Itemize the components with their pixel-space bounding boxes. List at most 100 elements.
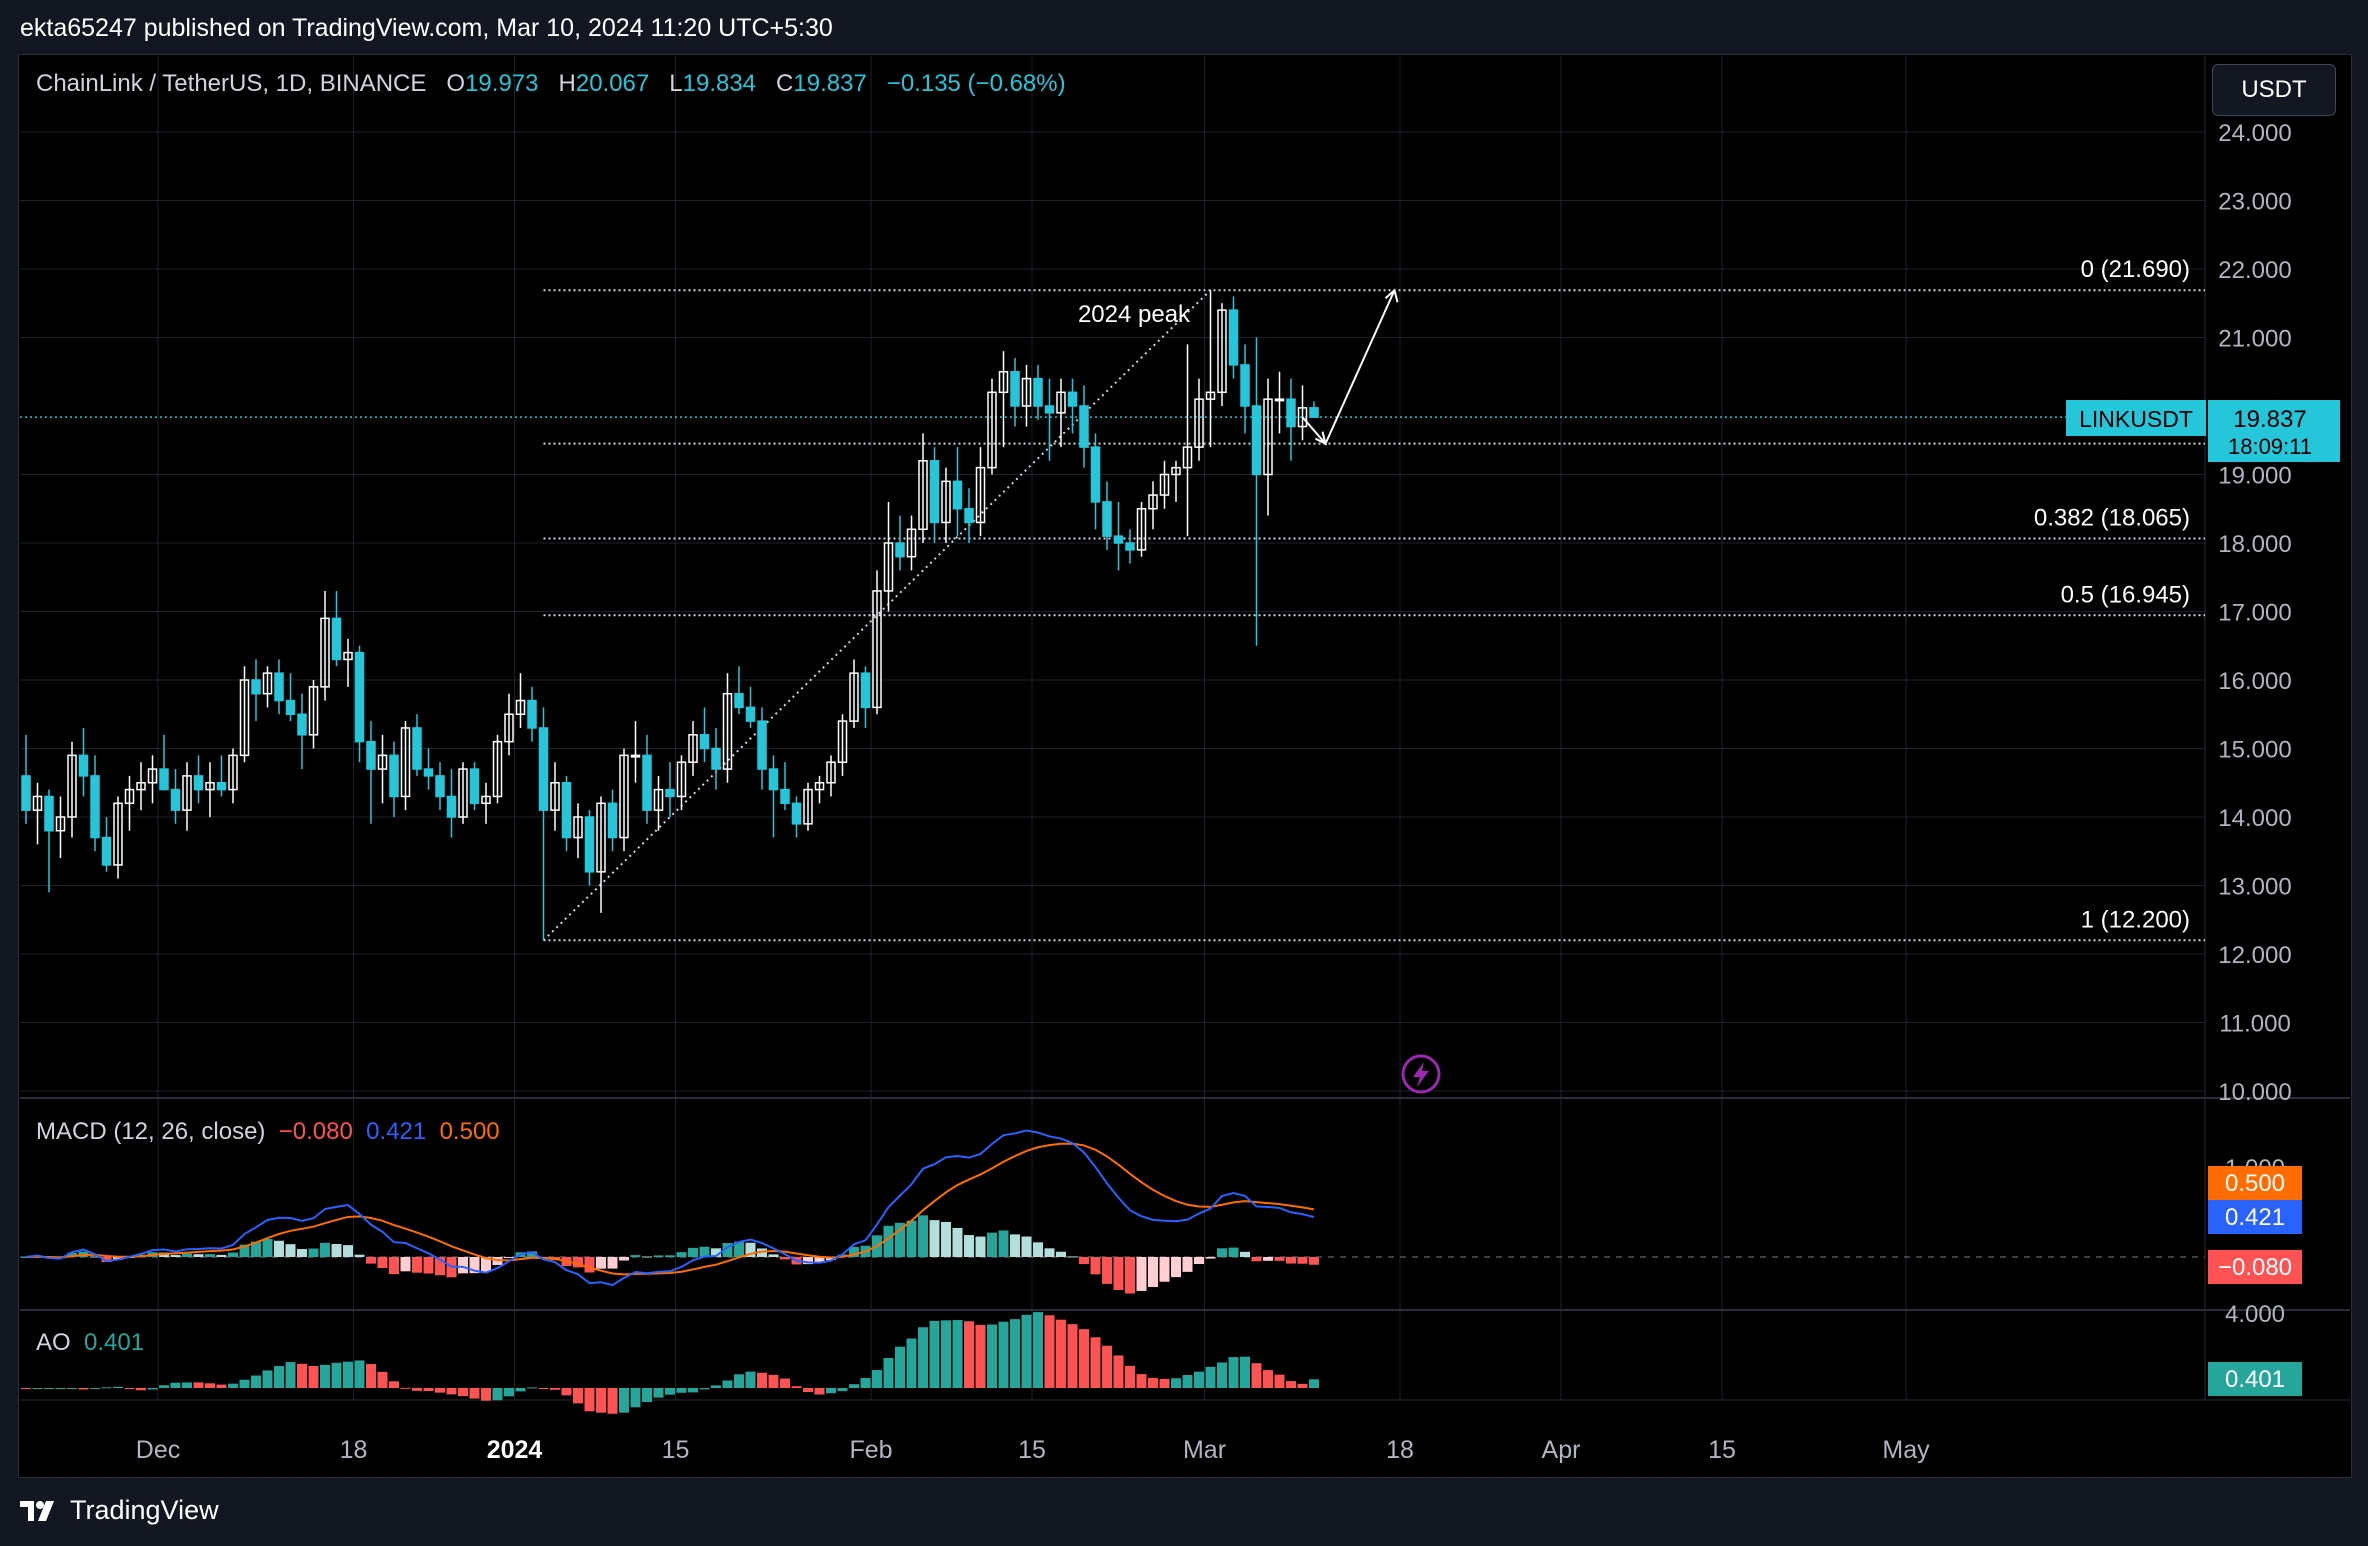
candle-body <box>1286 398 1296 428</box>
ao-bar <box>55 1388 66 1389</box>
ao-bar <box>44 1388 54 1389</box>
macd-hist-bar <box>1148 1257 1158 1288</box>
macd-hist-bar <box>205 1254 215 1257</box>
macd-hist-bar <box>803 1257 813 1265</box>
ao-bar <box>1251 1363 1262 1388</box>
candle <box>1136 501 1147 557</box>
ao-bar <box>768 1374 779 1388</box>
price-tick-4: 19.000 <box>2218 463 2291 490</box>
candle-body <box>1228 309 1239 366</box>
candle <box>550 762 560 831</box>
macd-hist-bar <box>354 1254 365 1257</box>
macd-hist-bar <box>1044 1248 1055 1257</box>
candle <box>1274 371 1285 434</box>
candle <box>722 673 733 783</box>
candle-body <box>55 816 66 832</box>
candle-body <box>630 754 641 758</box>
candle <box>423 748 434 790</box>
candle-body <box>699 734 710 750</box>
candle-body <box>1297 407 1308 428</box>
ao-bar <box>389 1381 399 1388</box>
candle-body <box>1182 446 1193 469</box>
candle-body <box>987 391 997 469</box>
macd-hist-bar <box>619 1257 629 1261</box>
chart-frame <box>18 54 2352 1478</box>
ao-bar <box>734 1374 744 1388</box>
candle <box>826 755 836 797</box>
candle-body <box>561 782 572 839</box>
symbol-title[interactable]: ChainLink / TetherUS, 1D, BINANCE <box>36 70 427 97</box>
candle <box>251 659 261 722</box>
candle <box>504 693 514 756</box>
candle-body <box>331 617 342 661</box>
ao-bar <box>354 1360 365 1388</box>
macd-hist-bar <box>1182 1257 1193 1272</box>
candle-body <box>1067 391 1078 407</box>
macd-hist-bar <box>239 1244 250 1257</box>
candle <box>768 755 779 838</box>
candle-body <box>170 788 181 811</box>
candle-body <box>101 836 112 866</box>
candle-body <box>205 782 215 791</box>
ao-bar <box>412 1388 422 1391</box>
macd-hist-bar <box>308 1248 319 1257</box>
currency-button[interactable]: USDT <box>2212 64 2336 116</box>
ao-title[interactable]: AO <box>36 1329 71 1356</box>
tradingview-logo-icon <box>20 1500 54 1521</box>
candle <box>308 680 319 749</box>
candle <box>860 666 871 728</box>
candle <box>1205 290 1216 448</box>
price-tick-11: 12.000 <box>2218 942 2291 969</box>
macd-hist-bar <box>711 1248 721 1257</box>
ao-legend: AO 0.401 <box>36 1329 144 1357</box>
candle <box>630 721 641 783</box>
candle <box>596 796 606 913</box>
macd-hist-bar <box>1021 1236 1032 1257</box>
candle <box>895 515 905 571</box>
macd-hist-bar <box>481 1257 491 1272</box>
macd-hist-bar <box>377 1257 388 1269</box>
ao-bar <box>527 1387 537 1389</box>
ao-bar <box>872 1370 882 1388</box>
price-tick-0: 24.000 <box>2218 120 2291 147</box>
macd-hist-bar <box>400 1257 411 1272</box>
ao-bar <box>538 1388 549 1389</box>
ao-bar <box>251 1375 261 1388</box>
candle <box>1171 460 1181 502</box>
candle-body <box>124 788 135 805</box>
macd-hist-bar <box>527 1251 537 1257</box>
ao-bar <box>1240 1356 1250 1388</box>
candle <box>906 515 917 571</box>
candle <box>665 762 675 817</box>
ao-bar <box>975 1324 986 1388</box>
macd-hist-bar <box>826 1257 836 1261</box>
macd-title[interactable]: MACD (12, 26, close) <box>36 1118 266 1145</box>
candle <box>619 748 629 852</box>
candle-body <box>584 816 595 873</box>
candle <box>515 673 526 728</box>
candle <box>734 666 744 715</box>
ao-bar <box>1079 1329 1089 1388</box>
candle-body <box>826 761 836 784</box>
ao-bar <box>883 1357 894 1388</box>
candle-body <box>320 617 330 688</box>
candle-body <box>964 508 974 524</box>
candle <box>780 762 790 811</box>
ao-bar <box>941 1320 951 1388</box>
macd-hist-bar <box>1297 1257 1308 1264</box>
candle-body <box>366 740 376 770</box>
candle <box>998 351 1009 448</box>
candle-body <box>550 782 560 811</box>
candle <box>1240 344 1250 434</box>
macd-hist-bar <box>1171 1257 1181 1278</box>
tradingview-brand[interactable]: TradingView <box>20 1495 219 1526</box>
ao-bar <box>469 1388 480 1399</box>
price-tick-10: 13.000 <box>2218 874 2291 901</box>
ao-bar <box>274 1366 284 1388</box>
ao-bar <box>757 1372 767 1388</box>
macd-line-value: 0.421 <box>366 1118 427 1145</box>
ao-bar <box>1067 1324 1078 1388</box>
candle-body <box>343 651 353 661</box>
ao-bar <box>596 1388 606 1413</box>
